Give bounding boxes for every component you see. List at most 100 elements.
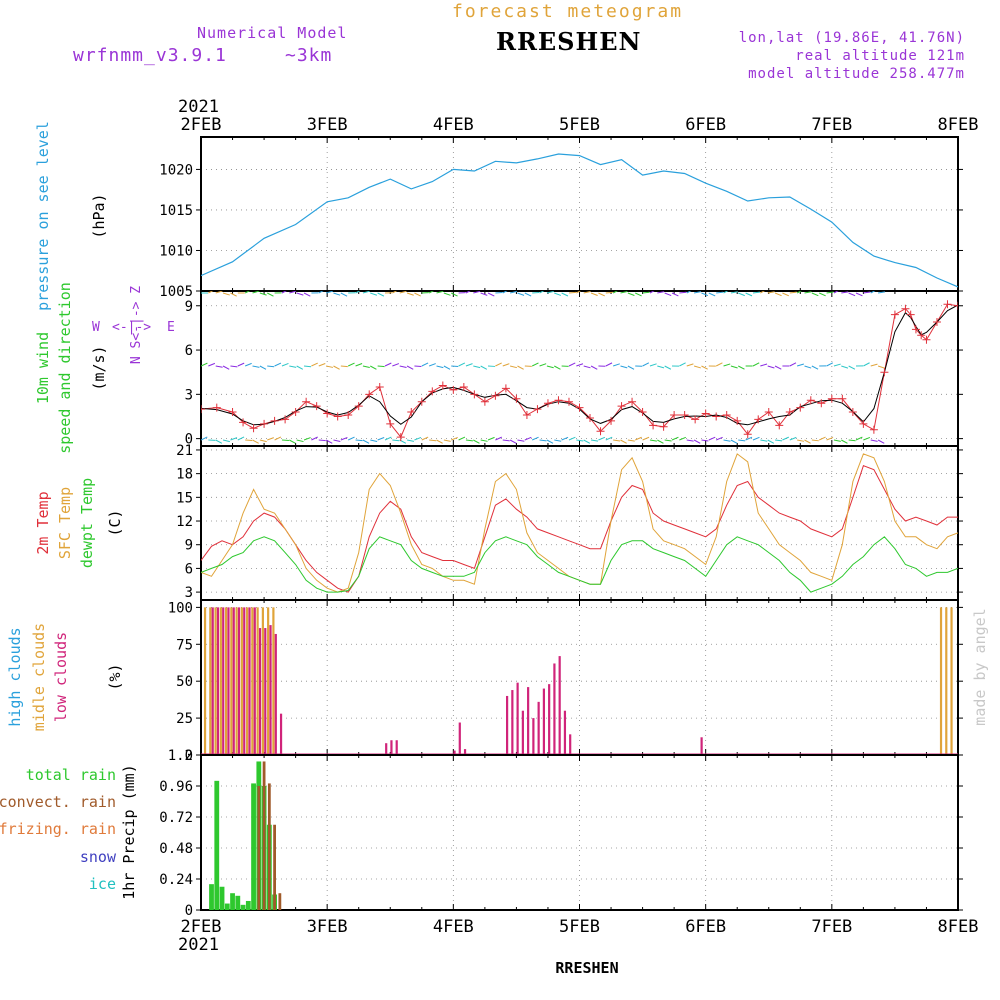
- wind-speed-marker: [764, 408, 773, 417]
- wind-axis-label: 10m wind: [34, 332, 52, 404]
- wind-speed-marker: [586, 413, 595, 422]
- wind-direction-arrow: [303, 292, 311, 297]
- wind-direction-arrow: [642, 436, 650, 441]
- cloud-bar: [246, 607, 249, 755]
- x-tick-label-bottom: 2FEB: [181, 917, 222, 937]
- wind-direction-arrow: [635, 436, 642, 441]
- wind-direction-arrow: [509, 365, 518, 369]
- temperature-series-label: dewpt Temp: [78, 478, 96, 568]
- wind-direction-arrow: [627, 439, 635, 442]
- wind-speed-marker: [649, 421, 658, 430]
- wind-direction-arrow: [870, 439, 878, 442]
- pressure-unit-label: (hPa): [90, 193, 108, 238]
- precip-legend-entry: ice: [89, 875, 116, 893]
- wind-direction-arrow: [605, 362, 613, 367]
- wind-direction-arrow: [701, 292, 709, 297]
- wind-direction-arrow: [583, 439, 591, 444]
- wind-direction-arrow: [752, 362, 760, 367]
- x-tick-label-bottom: 8FEB: [938, 917, 979, 937]
- wind-direction-arrow: [362, 365, 370, 368]
- x-tick-label-top: 8FEB: [938, 115, 979, 135]
- precip-legend: total rain convect. rain frizing. rain snow…: [0, 764, 138, 899]
- wind-direction-arrow: [406, 292, 414, 296]
- wind-direction-arrow: [325, 291, 333, 294]
- wind-direction-arrow: [583, 291, 591, 294]
- wind-direction-arrow: [259, 439, 267, 443]
- wind-direction-arrow: [649, 363, 657, 367]
- wind-direction-arrow: [443, 292, 451, 296]
- wind-direction-arrow: [274, 362, 282, 367]
- wind-speed-marker: [954, 301, 958, 310]
- wind-direction-arrow: [517, 292, 525, 296]
- wind-direction-arrow: [546, 365, 554, 369]
- wind-direction-arrow: [671, 292, 679, 297]
- wind-direction-arrow: [473, 365, 481, 369]
- wind-direction-arrow: [723, 291, 729, 294]
- wind-direction-arrow: [877, 439, 885, 444]
- wind-direction-arrow: [399, 291, 407, 294]
- wind-speed-marker: [239, 418, 248, 427]
- wind-direction-arrow: [436, 365, 444, 369]
- wind-direction-arrow: [767, 291, 775, 294]
- wind-direction-arrow: [347, 436, 355, 441]
- wind-direction-arrow: [686, 439, 694, 442]
- wind-direction-arrow: [826, 362, 834, 367]
- pressure-axis-labels: pressure on see level (hPa): [34, 121, 108, 311]
- cloud-bar: [511, 690, 514, 755]
- product-title: forecast meteogram: [452, 1, 684, 22]
- wind-direction-arrow: [679, 362, 686, 367]
- wind-direction-arrow: [745, 292, 753, 297]
- model-label: Numerical Model: [197, 24, 348, 42]
- wind-direction-arrow: [598, 292, 605, 297]
- year-label-top: 2021: [178, 97, 219, 117]
- wind-direction-arrow: [524, 292, 532, 297]
- wind-speed-marker: [869, 425, 878, 434]
- wind-direction-arrow: [465, 291, 471, 294]
- wind-direction-arrow: [877, 365, 885, 369]
- wind-speed-marker: [501, 384, 510, 393]
- y-tick-label: 1005: [159, 284, 193, 300]
- wind-direction-arrow: [495, 362, 502, 367]
- wind-direction-arrow: [252, 439, 259, 444]
- wind-direction-arrow: [355, 439, 363, 442]
- wind-direction-arrow: [318, 439, 326, 442]
- wind-direction-arrow: [693, 439, 701, 444]
- wind-speed-marker: [722, 411, 731, 419]
- y-tick-label: 21: [176, 443, 193, 459]
- wind-direction-arrow: [429, 439, 437, 442]
- wind-direction-arrow: [878, 291, 886, 294]
- wind-speed-marker: [796, 403, 805, 412]
- cloud-bar: [251, 607, 254, 755]
- wind-direction-arrow: [340, 292, 348, 297]
- wind-direction-arrow: [789, 362, 797, 367]
- wind-direction-arrow: [517, 439, 525, 442]
- wind-direction-arrow: [480, 365, 488, 370]
- wind-speed-marker: [281, 415, 290, 424]
- wind-speed-marker: [733, 416, 742, 425]
- wind-direction-arrow: [311, 362, 318, 367]
- cloud-bar: [258, 628, 262, 755]
- compass-ns: N S<-|-> Z: [129, 286, 144, 364]
- cloud-axis-labels: high clouds midle clouds low clouds (%) made…: [6, 608, 989, 731]
- compass-east: E: [167, 320, 175, 335]
- cloud-bar: [267, 607, 270, 755]
- wind-direction-arrow: [789, 436, 797, 441]
- wind-direction-arrow: [583, 365, 591, 369]
- wind-direction-arrow: [863, 291, 871, 294]
- x-tick-label-bottom: 5FEB: [559, 917, 600, 937]
- wind-direction-arrow: [355, 291, 361, 294]
- wind-speed-marker: [596, 427, 605, 436]
- wind-direction-arrow: [620, 439, 627, 444]
- wind-speed-marker: [333, 412, 342, 421]
- y-tick-label: 0.48: [159, 841, 193, 857]
- wind-direction-arrow: [855, 436, 863, 441]
- wind-direction-arrow: [399, 365, 407, 369]
- wind-direction-arrow: [642, 291, 650, 294]
- wind-direction-arrow: [819, 436, 826, 441]
- cloud-bar: [243, 607, 246, 755]
- panel-frame: [200, 290, 959, 447]
- wind-direction-arrow: [377, 437, 385, 441]
- wind-direction-arrow: [208, 362, 216, 367]
- wind-direction-arrow: [487, 436, 495, 441]
- wind-direction-arrow: [443, 439, 451, 442]
